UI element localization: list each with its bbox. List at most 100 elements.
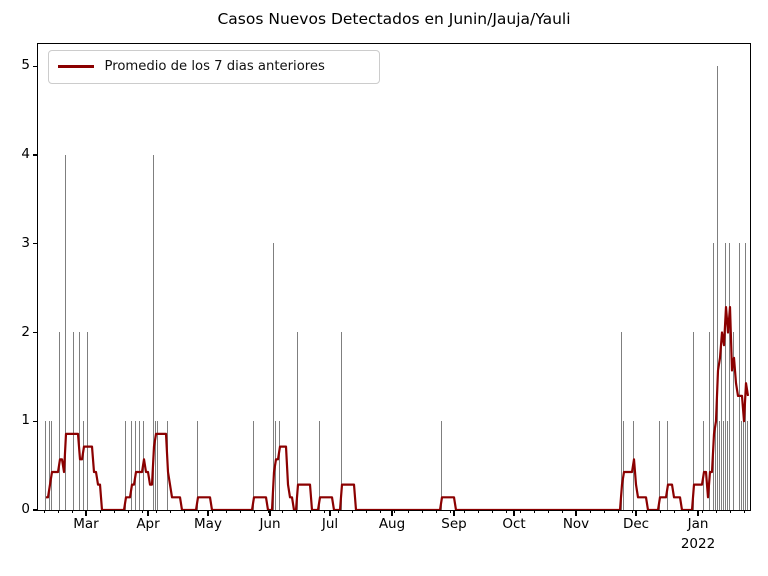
daily-cases-bar <box>738 243 741 510</box>
x-axis-minor-tick <box>85 510 87 513</box>
x-axis-minor-tick <box>673 510 675 513</box>
daily-cases-bar <box>716 65 719 510</box>
chart-title: Casos Nuevos Detectados en Junin/Jauja/Y… <box>217 10 571 28</box>
x-axis-minor-tick <box>645 510 647 513</box>
daily-cases-bar <box>740 420 743 510</box>
x-axis-minor-tick <box>323 510 325 513</box>
x-axis-minor-tick <box>477 510 479 513</box>
x-axis-minor-tick <box>71 510 73 513</box>
daily-cases-bar <box>296 332 299 510</box>
x-axis-minor-tick <box>43 510 45 513</box>
daily-cases-bar <box>138 420 141 510</box>
x-axis-minor-tick <box>617 510 619 513</box>
x-axis-major-tick <box>513 510 515 516</box>
x-axis-minor-tick <box>687 510 689 513</box>
y-axis-tick-label: 1 <box>21 412 30 429</box>
daily-cases-bar <box>48 420 51 510</box>
x-axis-year-label: 2022 <box>680 536 716 552</box>
x-axis-minor-tick <box>533 510 535 513</box>
x-axis-minor-tick <box>435 510 437 513</box>
x-axis-minor-tick <box>183 510 185 513</box>
daily-cases-bar <box>78 332 81 510</box>
x-axis-major-tick <box>269 510 271 516</box>
x-axis-minor-tick <box>281 510 283 513</box>
legend: Promedio de los 7 dias anteriores <box>47 49 380 84</box>
x-axis-minor-tick <box>561 510 563 513</box>
average-line <box>45 305 749 510</box>
x-axis-minor-tick <box>379 510 381 513</box>
daily-cases-bar <box>702 420 705 510</box>
x-axis-minor-tick <box>463 510 465 513</box>
y-axis-tick-label: 2 <box>21 323 30 340</box>
x-axis-minor-tick <box>505 510 507 513</box>
x-axis-tick-label: Jul <box>321 516 339 532</box>
daily-cases-bar <box>744 243 747 510</box>
daily-cases-bar <box>130 420 133 510</box>
x-axis-tick-label: Jun <box>259 516 281 532</box>
x-axis-minor-tick <box>155 510 157 513</box>
x-axis-tick-label: Dec <box>622 516 650 532</box>
y-axis-tick <box>32 154 38 156</box>
x-axis-minor-tick <box>407 510 409 513</box>
y-axis-tick-label: 0 <box>21 501 30 517</box>
x-axis-minor-tick <box>225 510 227 513</box>
x-axis-tick-label: Aug <box>378 516 406 532</box>
x-axis-tick-label: Apr <box>136 516 160 532</box>
x-axis-minor-tick <box>659 510 661 513</box>
daily-cases-bar <box>50 420 53 510</box>
x-axis-minor-tick <box>57 510 59 513</box>
daily-cases-bar <box>64 154 67 510</box>
x-axis-minor-tick <box>197 510 199 513</box>
daily-cases-bar <box>728 243 731 510</box>
x-axis-major-tick <box>329 510 331 516</box>
x-axis-major-tick <box>697 510 699 516</box>
daily-cases-bar <box>156 420 159 510</box>
y-axis-tick <box>32 65 38 67</box>
legend-line-sample <box>57 65 94 68</box>
daily-cases-bar <box>722 420 725 510</box>
daily-cases-bar <box>732 332 735 510</box>
x-axis-minor-tick <box>701 510 703 513</box>
x-axis-minor-tick <box>253 510 255 513</box>
x-axis-minor-tick <box>351 510 353 513</box>
x-axis-major-tick <box>391 510 393 516</box>
x-axis-minor-tick <box>421 510 423 513</box>
bars-layer <box>38 44 750 510</box>
x-axis-minor-tick <box>575 510 577 513</box>
x-axis-minor-tick <box>337 510 339 513</box>
daily-cases-bar <box>154 420 157 510</box>
daily-cases-bar <box>252 420 255 510</box>
x-axis-minor-tick <box>547 510 549 513</box>
daily-cases-bar <box>622 420 625 510</box>
daily-cases-bar <box>196 420 199 510</box>
x-axis-major-tick <box>453 510 455 516</box>
x-axis-minor-tick <box>519 510 521 513</box>
daily-cases-bar <box>692 332 695 510</box>
y-axis-tick-label: 5 <box>21 57 30 74</box>
x-axis-tick-label: Oct <box>502 516 526 532</box>
daily-cases-bar <box>82 420 85 510</box>
daily-cases-bar <box>714 420 717 510</box>
x-axis-minor-tick <box>267 510 269 513</box>
daily-cases-bar <box>340 332 343 510</box>
daily-cases-bar <box>724 243 727 510</box>
x-axis-minor-tick <box>127 510 129 513</box>
x-axis-minor-tick <box>729 510 731 513</box>
x-axis-major-tick <box>207 510 209 516</box>
x-axis-minor-tick <box>113 510 115 513</box>
x-axis-minor-tick <box>743 510 745 513</box>
y-axis-tick-label: 4 <box>21 146 30 162</box>
x-axis-minor-tick <box>603 510 605 513</box>
daily-cases-bar <box>72 332 75 510</box>
daily-cases-bar <box>272 243 275 510</box>
daily-cases-bar <box>318 420 321 510</box>
daily-cases-bar <box>720 332 723 510</box>
x-axis-tick-label: May <box>194 516 222 532</box>
y-axis-tick <box>32 509 38 511</box>
daily-cases-bar <box>86 332 89 510</box>
daily-cases-bar <box>278 420 281 510</box>
plot-area: Promedio de los 7 dias anteriores <box>36 42 751 511</box>
daily-cases-bar <box>124 420 127 510</box>
daily-cases-bar <box>440 420 443 510</box>
